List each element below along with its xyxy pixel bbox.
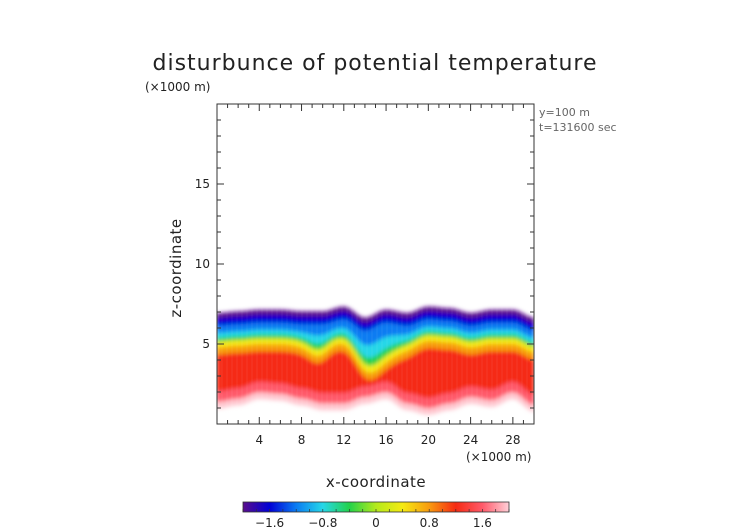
x-unit-label: (×1000 m) <box>466 450 531 464</box>
x-tick-label: 8 <box>298 433 306 447</box>
y-tick-label: 5 <box>202 337 210 351</box>
y-axis: 5 10 15 <box>195 103 534 425</box>
y-tick-label: 15 <box>195 177 210 191</box>
x-axis: 4 8 12 16 20 24 28 <box>216 104 535 447</box>
chart-title: disturbunce of potential temperature <box>153 51 598 76</box>
x-axis-label: x-coordinate <box>326 473 426 491</box>
x-tick-label: 24 <box>463 433 478 447</box>
colorbar-tick-label: 0 <box>372 516 380 530</box>
x-tick-label: 20 <box>421 433 436 447</box>
x-tick-label: 12 <box>336 433 351 447</box>
x-tick-label: 28 <box>505 433 520 447</box>
info-time: t=131600 sec <box>539 121 617 134</box>
colorbar-tick-label: 0.8 <box>420 516 439 530</box>
y-tick-label: 10 <box>195 257 210 271</box>
y-unit-label: (×1000 m) <box>145 80 210 94</box>
x-tick-label: 4 <box>255 433 263 447</box>
colorbar-tick-label: −1.6 <box>255 516 284 530</box>
field-band-9 <box>217 392 534 416</box>
x-tick-label: 16 <box>378 433 393 447</box>
info-y-position: y=100 m <box>539 106 590 119</box>
colorbar-tick-label: 1.6 <box>473 516 492 530</box>
colorbar-tick-label: −0.8 <box>308 516 337 530</box>
y-axis-label: z-coordinate <box>167 218 185 317</box>
colorbar: −1.6 −0.8 0 0.8 1.6 <box>242 501 510 530</box>
heatmap-field <box>217 104 534 424</box>
